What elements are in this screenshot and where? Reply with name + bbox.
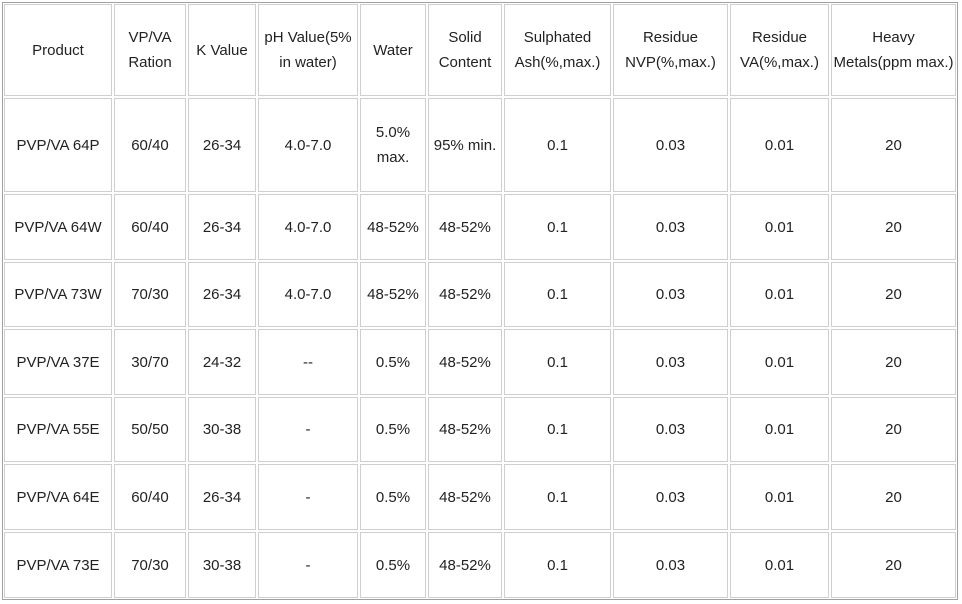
table-cell: 26-34 bbox=[188, 194, 256, 260]
table-cell: 0.5% bbox=[360, 532, 426, 598]
table-cell: 48-52% bbox=[428, 532, 502, 598]
table-cell: 20 bbox=[831, 464, 956, 530]
table-cell: 20 bbox=[831, 329, 956, 395]
table-cell: PVP/VA 73W bbox=[4, 262, 112, 327]
table-cell: 0.01 bbox=[730, 532, 829, 598]
table-cell: 48-52% bbox=[360, 194, 426, 260]
table-cell: 48-52% bbox=[428, 397, 502, 462]
table-cell: 70/30 bbox=[114, 262, 186, 327]
table-cell: 20 bbox=[831, 98, 956, 192]
table-cell: 4.0-7.0 bbox=[258, 194, 358, 260]
table-cell: 0.03 bbox=[613, 329, 728, 395]
header-cell: Water bbox=[360, 4, 426, 96]
table-cell: 4.0-7.0 bbox=[258, 262, 358, 327]
table-cell: 0.5% bbox=[360, 329, 426, 395]
table-cell: 30/70 bbox=[114, 329, 186, 395]
header-cell: Product bbox=[4, 4, 112, 96]
table-cell: 48-52% bbox=[428, 194, 502, 260]
table-cell: - bbox=[258, 464, 358, 530]
table-cell: 0.03 bbox=[613, 532, 728, 598]
table-cell: 48-52% bbox=[428, 329, 502, 395]
table-cell: 30-38 bbox=[188, 532, 256, 598]
table-cell: 60/40 bbox=[114, 98, 186, 192]
table-cell: PVP/VA 37E bbox=[4, 329, 112, 395]
table-cell: 0.1 bbox=[504, 329, 611, 395]
table-cell: 60/40 bbox=[114, 194, 186, 260]
table-cell: 0.01 bbox=[730, 397, 829, 462]
table-cell: 0.5% bbox=[360, 397, 426, 462]
table-cell: 50/50 bbox=[114, 397, 186, 462]
table-cell: 30-38 bbox=[188, 397, 256, 462]
header-cell: K Value bbox=[188, 4, 256, 96]
header-cell: Residue NVP(%,max.) bbox=[613, 4, 728, 96]
table-cell: 0.1 bbox=[504, 397, 611, 462]
table-cell: 0.03 bbox=[613, 464, 728, 530]
table-cell: 0.03 bbox=[613, 262, 728, 327]
table-cell: 48-52% bbox=[428, 262, 502, 327]
table-cell: 0.5% bbox=[360, 464, 426, 530]
table-cell: PVP/VA 64P bbox=[4, 98, 112, 192]
table-cell: -- bbox=[258, 329, 358, 395]
header-cell: Sulphated Ash(%,max.) bbox=[504, 4, 611, 96]
table-cell: 26-34 bbox=[188, 262, 256, 327]
table-cell: 26-34 bbox=[188, 464, 256, 530]
table-cell: 0.1 bbox=[504, 262, 611, 327]
header-cell: VP/VA Ration bbox=[114, 4, 186, 96]
header-cell: pH Value(5% in water) bbox=[258, 4, 358, 96]
table-cell: 4.0-7.0 bbox=[258, 98, 358, 192]
table-cell: 26-34 bbox=[188, 98, 256, 192]
table-cell: 0.1 bbox=[504, 194, 611, 260]
table-cell: 20 bbox=[831, 532, 956, 598]
table-cell: 0.03 bbox=[613, 98, 728, 192]
table-cell: 5.0% max. bbox=[360, 98, 426, 192]
table-cell: - bbox=[258, 397, 358, 462]
table-cell: 48-52% bbox=[360, 262, 426, 327]
table-cell: 60/40 bbox=[114, 464, 186, 530]
table-cell: PVP/VA 64W bbox=[4, 194, 112, 260]
table-cell: 0.01 bbox=[730, 262, 829, 327]
table-cell: PVP/VA 55E bbox=[4, 397, 112, 462]
table-cell: PVP/VA 64E bbox=[4, 464, 112, 530]
table-cell: 48-52% bbox=[428, 464, 502, 530]
table-cell: 70/30 bbox=[114, 532, 186, 598]
table-cell: 0.03 bbox=[613, 194, 728, 260]
header-cell: Solid Content bbox=[428, 4, 502, 96]
table-cell: - bbox=[258, 532, 358, 598]
table-cell: 0.03 bbox=[613, 397, 728, 462]
header-cell: Heavy Metals(ppm max.) bbox=[831, 4, 956, 96]
header-cell: Residue VA(%,max.) bbox=[730, 4, 829, 96]
table-cell: 20 bbox=[831, 397, 956, 462]
table-cell: 0.01 bbox=[730, 329, 829, 395]
table-cell: 0.01 bbox=[730, 194, 829, 260]
table-cell: 0.01 bbox=[730, 464, 829, 530]
table-cell: 0.1 bbox=[504, 532, 611, 598]
table-cell: PVP/VA 73E bbox=[4, 532, 112, 598]
table-cell: 20 bbox=[831, 194, 956, 260]
table-cell: 0.1 bbox=[504, 464, 611, 530]
table-cell: 0.1 bbox=[504, 98, 611, 192]
table-cell: 0.01 bbox=[730, 98, 829, 192]
table-cell: 24-32 bbox=[188, 329, 256, 395]
table-cell: 20 bbox=[831, 262, 956, 327]
table-cell: 95% min. bbox=[428, 98, 502, 192]
